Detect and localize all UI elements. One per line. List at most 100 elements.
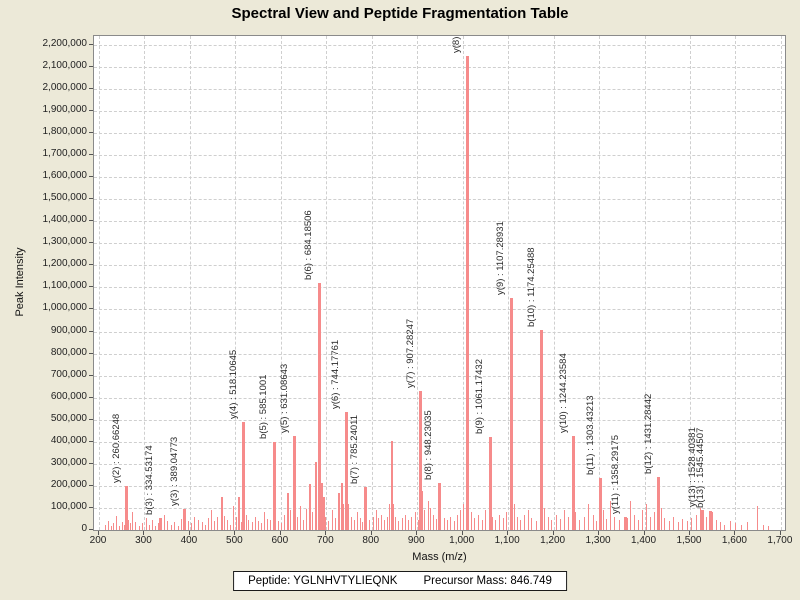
y-gridline bbox=[94, 419, 785, 421]
peak bbox=[201, 522, 203, 530]
fragment-peak bbox=[317, 283, 321, 530]
y-tick-mark bbox=[89, 418, 93, 420]
peak bbox=[142, 523, 144, 530]
y-gridline bbox=[94, 265, 785, 267]
peak bbox=[338, 492, 341, 530]
peak bbox=[232, 505, 234, 530]
fragment-peak bbox=[572, 436, 576, 530]
peak bbox=[729, 521, 731, 530]
fragment-peak bbox=[657, 477, 661, 530]
peak bbox=[531, 517, 533, 530]
y-tick-label: 500,000 bbox=[50, 412, 87, 424]
peak bbox=[207, 517, 209, 530]
x-tick-label: 1,300 bbox=[585, 535, 611, 546]
peak bbox=[331, 510, 333, 530]
y-tick-mark bbox=[89, 352, 93, 354]
peak bbox=[204, 524, 206, 530]
peak bbox=[614, 516, 616, 530]
peak bbox=[535, 521, 537, 530]
peak bbox=[303, 520, 305, 530]
peak bbox=[485, 510, 487, 530]
peak bbox=[289, 510, 291, 530]
x-tick-label: 400 bbox=[180, 535, 198, 546]
y-tick-label: 1,700,000 bbox=[42, 148, 88, 160]
y-tick-mark bbox=[89, 374, 93, 376]
peak bbox=[470, 512, 472, 530]
peak bbox=[677, 522, 679, 530]
fragment-peak-label: b(5) : 585.1001 bbox=[258, 374, 270, 439]
y-tick-label: 800,000 bbox=[50, 346, 87, 358]
peak bbox=[359, 517, 361, 530]
y-tick-mark bbox=[89, 154, 93, 156]
peak bbox=[495, 520, 497, 530]
peak bbox=[436, 518, 438, 530]
y-tick-mark bbox=[89, 330, 93, 332]
y-tick-label: 1,800,000 bbox=[42, 126, 88, 138]
x-gridline bbox=[780, 36, 782, 530]
peak bbox=[741, 524, 743, 530]
peak bbox=[502, 517, 504, 530]
fragment-peak bbox=[701, 510, 705, 530]
y-tick-label: 200,000 bbox=[50, 478, 87, 490]
y-tick-mark bbox=[89, 462, 93, 464]
peak bbox=[430, 507, 432, 530]
peak bbox=[696, 514, 698, 530]
peak bbox=[686, 521, 688, 530]
peak bbox=[113, 523, 114, 530]
fragment-peak-label: b(10) : 1174.25488 bbox=[525, 247, 537, 328]
x-tick-mark bbox=[552, 531, 554, 535]
y-gridline bbox=[94, 397, 785, 399]
x-axis-title: Mass (m/z) bbox=[412, 551, 467, 563]
peak bbox=[443, 517, 445, 530]
peak bbox=[121, 522, 123, 530]
x-gridline bbox=[99, 36, 100, 530]
x-gridline bbox=[735, 36, 737, 530]
peak bbox=[258, 521, 260, 530]
y-gridline bbox=[94, 155, 785, 157]
peak bbox=[180, 518, 182, 530]
peak bbox=[170, 524, 172, 530]
peak bbox=[523, 514, 525, 530]
peak bbox=[463, 503, 465, 530]
y-tick-label: 100,000 bbox=[50, 500, 87, 512]
y-gridline bbox=[94, 66, 785, 68]
fragment-peak-label: b(8) : 948.23035 bbox=[423, 409, 435, 480]
x-tick-label: 1,600 bbox=[721, 535, 747, 546]
peak bbox=[309, 483, 312, 530]
peak bbox=[110, 525, 112, 530]
y-tick-label: 400,000 bbox=[50, 434, 87, 446]
fragment-peak-label: y(3) : 389.04773 bbox=[168, 436, 180, 507]
y-tick-mark bbox=[89, 198, 93, 200]
peak bbox=[130, 523, 132, 530]
x-tick-label: 500 bbox=[226, 535, 243, 546]
peak bbox=[372, 516, 374, 530]
fragment-peak bbox=[272, 441, 276, 530]
peak bbox=[292, 520, 294, 530]
peak bbox=[588, 503, 590, 530]
fragment-peak-label: y(9) : 1107.28931 bbox=[495, 221, 507, 296]
peak bbox=[378, 517, 380, 530]
peak bbox=[498, 514, 500, 530]
peak bbox=[223, 515, 225, 530]
peak bbox=[210, 510, 212, 530]
peak bbox=[646, 503, 648, 530]
peak bbox=[191, 523, 193, 530]
fragment-peak bbox=[488, 437, 492, 530]
fragment-peak-label: b(12) : 1431.28442 bbox=[642, 393, 654, 475]
spectrum-plot: y(2) : 260.66248 b(3) : 334.53174 y(3) : 3… bbox=[93, 35, 786, 531]
peak bbox=[267, 518, 269, 530]
peak bbox=[297, 516, 299, 530]
peak bbox=[762, 524, 764, 530]
x-gridline bbox=[326, 36, 328, 530]
y-gridline bbox=[94, 110, 785, 112]
y-tick-mark bbox=[89, 396, 93, 398]
peak bbox=[187, 521, 189, 530]
peak bbox=[154, 525, 156, 530]
fragment-peak-label: b(3) : 334.53174 bbox=[144, 445, 156, 515]
peak bbox=[459, 510, 461, 530]
peak bbox=[135, 522, 137, 530]
peak bbox=[119, 525, 121, 530]
peak bbox=[559, 518, 561, 530]
peak bbox=[563, 510, 565, 530]
